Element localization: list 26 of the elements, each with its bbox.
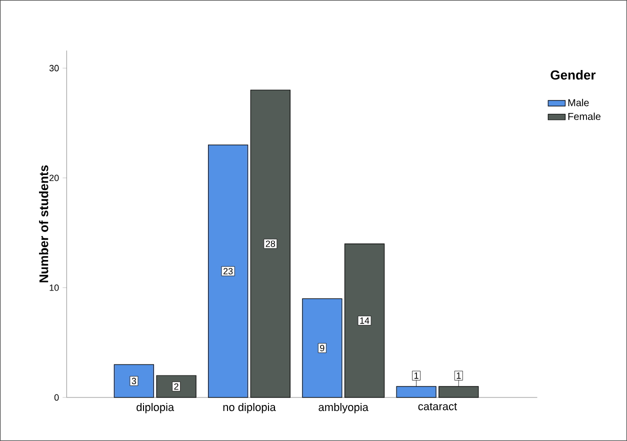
data-label: 14 [360, 318, 370, 324]
x-tick-label: diplopia [136, 403, 174, 414]
legend-label: Female [568, 112, 600, 120]
y-tick-label: 20 [50, 174, 59, 182]
data-label: 1 [414, 372, 418, 379]
legend-label: Male [568, 98, 589, 106]
data-label: 28 [266, 240, 276, 247]
y-tick-label: 30 [49, 64, 59, 72]
data-label: 1 [456, 372, 461, 379]
bar [302, 298, 342, 398]
data-label: 3 [132, 378, 136, 384]
y-tick-label: 10 [50, 284, 59, 291]
data-label: 23 [224, 268, 233, 274]
y-tick-label: 0 [54, 394, 59, 401]
bar [344, 243, 385, 398]
x-tick-label: amblyopia [318, 403, 368, 414]
legend-title: Gender [550, 70, 596, 80]
bar [156, 375, 196, 398]
data-label: 2 [174, 383, 178, 390]
x-tick-label: cataract [418, 403, 457, 410]
y-axis-title: Number of students [39, 165, 48, 282]
data-label: 9 [320, 344, 324, 352]
x-tick-label: no diplopia [223, 403, 276, 414]
bar [250, 90, 290, 398]
bar [208, 144, 248, 398]
bar [114, 364, 154, 398]
